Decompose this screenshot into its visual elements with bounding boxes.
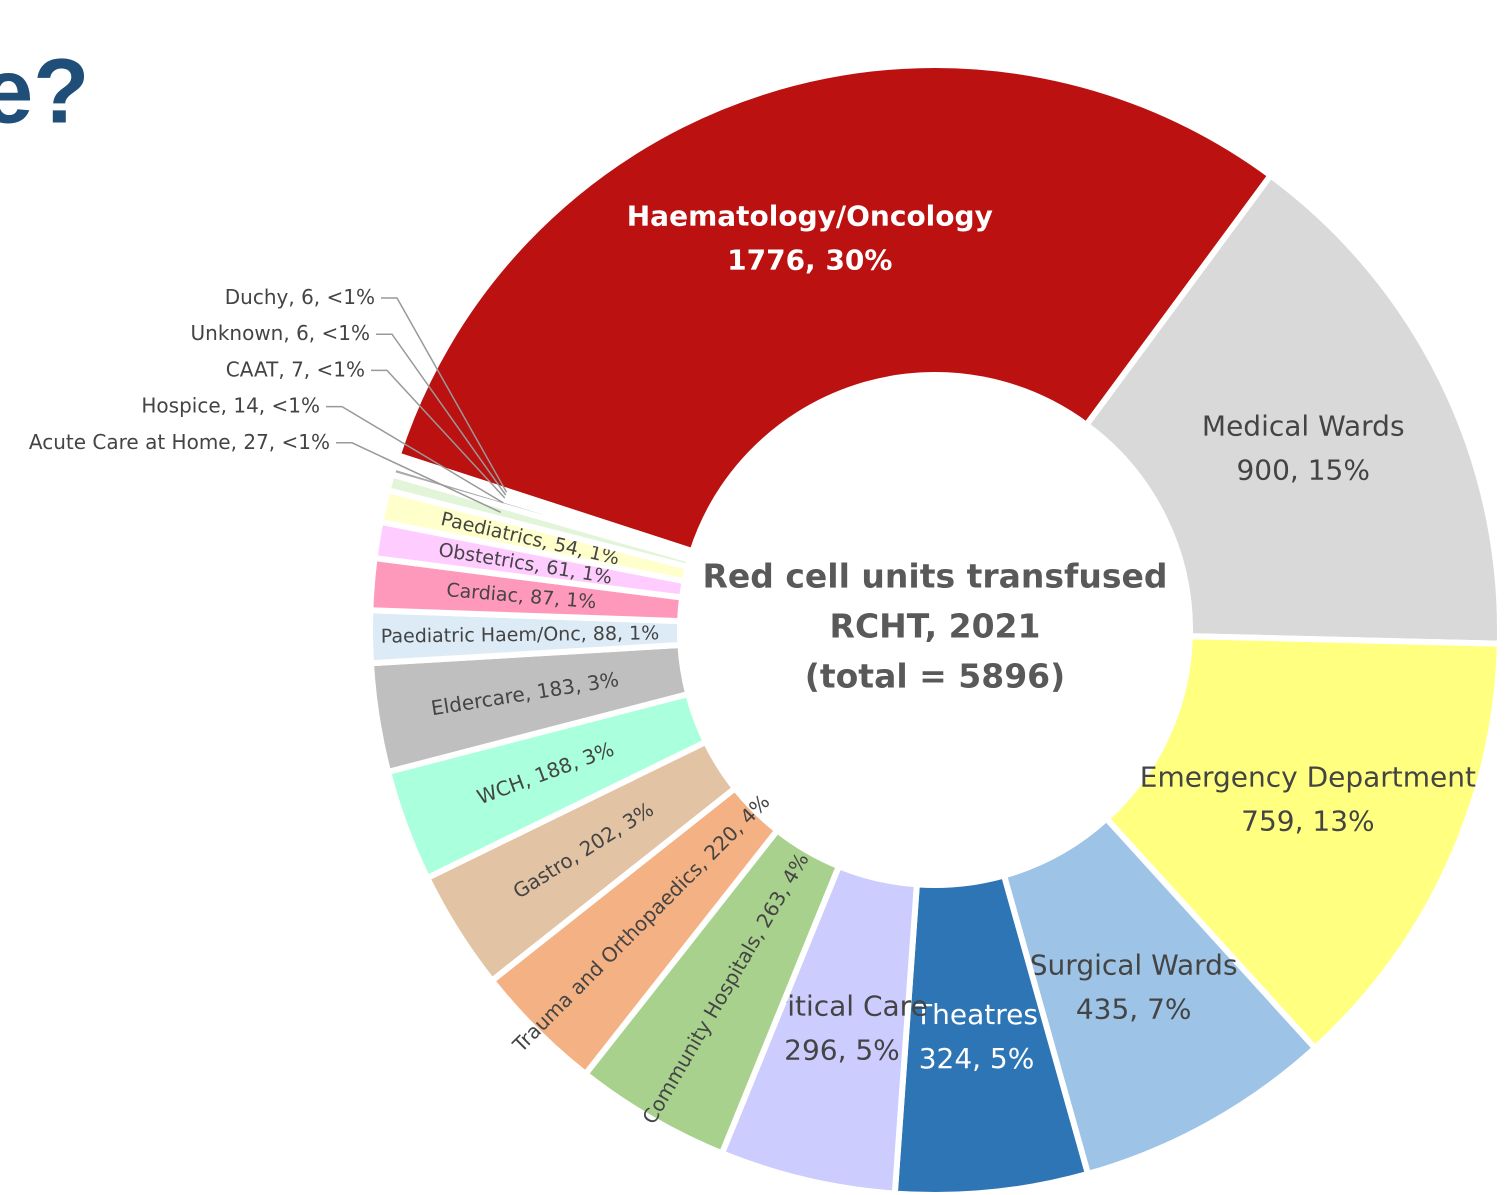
outside-label: Acute Care at Home, 27, <1% [29, 429, 330, 453]
outside-label: Duchy, 6, <1% [225, 285, 375, 309]
chart-title: e? [0, 40, 89, 142]
slice-value-label: 900, 15% [1236, 454, 1369, 487]
leader-line [376, 333, 507, 496]
slice-label: Emergency Department [1140, 760, 1476, 793]
outside-label: Unknown, 6, <1% [191, 321, 370, 345]
slice-label: Theatres [914, 998, 1038, 1031]
leader-line [371, 369, 506, 499]
slice-value-label: 1776, 30% [727, 244, 892, 277]
slice-value-label: , 6, <1% [288, 285, 375, 309]
slice-category: Hospice [141, 393, 220, 417]
center-label: Red cell units transfused [702, 557, 1167, 596]
slice-label: Haematology/Oncology [627, 200, 993, 233]
slice-value-label: 324, 5% [919, 1042, 1035, 1075]
slice-category: Duchy [225, 285, 289, 309]
slice-value-label: , 14, <1% [221, 393, 320, 417]
donut-slice [1102, 633, 1503, 1053]
slice-value-label: , 27, <1% [231, 429, 330, 453]
slice-category: CAAT [226, 357, 279, 381]
slice-value-label: 296, 5% [784, 1033, 900, 1066]
donut-slice [1000, 814, 1320, 1178]
slice-label: Paediatric Haem/Onc, 88, 1% [381, 622, 660, 647]
donut-slice [393, 62, 1275, 555]
leader-line [381, 297, 508, 493]
slice-label: Cardiac, 87, 1% [446, 579, 598, 613]
leader-line [336, 442, 501, 513]
slice-value-label: 759, 13% [1241, 804, 1374, 837]
slice-category: Unknown [191, 321, 284, 345]
center-label: RCHT, 2021 [830, 607, 1041, 646]
slice-label: Medical Wards [1202, 410, 1405, 443]
donut-slice [1082, 171, 1503, 647]
slice-label: Surgical Wards [1030, 949, 1238, 982]
leader-line [326, 405, 504, 504]
slice-category: Acute Care at Home [29, 429, 231, 453]
outside-label: Hospice, 14, <1% [141, 393, 320, 417]
donut-slice [392, 451, 697, 557]
slice-value-label: , 88, 1% [581, 622, 660, 645]
slice-value-label: 435, 7% [1076, 993, 1192, 1026]
slice-category: Paediatric Haem/Onc [381, 623, 581, 647]
slice-value-label: , 6, <1% [283, 321, 370, 345]
slice-value-label: , 7, <1% [278, 357, 365, 381]
center-label: (total = 5896) [805, 657, 1065, 696]
outside-label: CAAT, 7, <1% [226, 357, 365, 381]
